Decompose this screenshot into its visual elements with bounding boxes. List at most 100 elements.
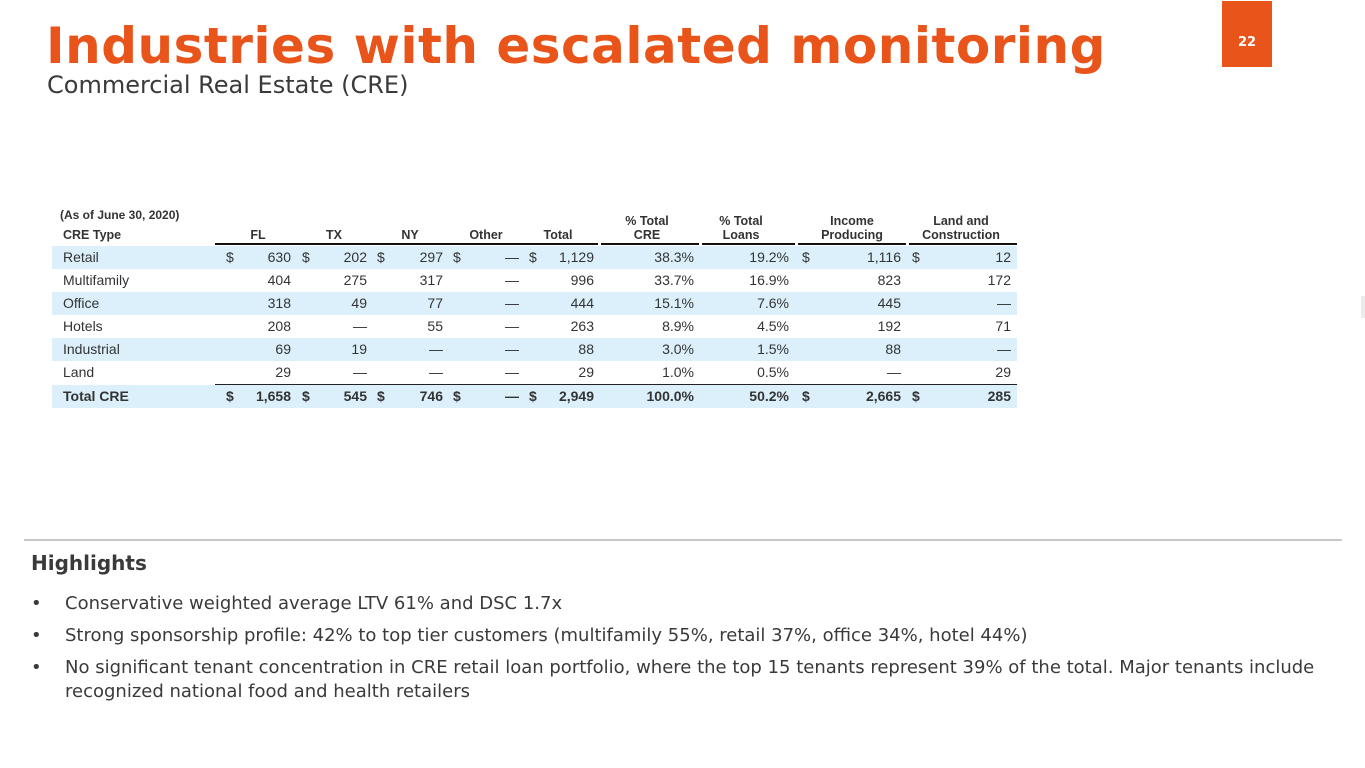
- table-row: Retail $ 630 $ 202 $ 297 $ — $ 1,129 38.…: [52, 246, 1017, 269]
- cell-total: 444: [570, 295, 594, 311]
- header-pct-loans-line1: % Total: [719, 214, 763, 228]
- cell-other: —: [505, 318, 519, 334]
- cell-other: —: [505, 295, 519, 311]
- cell-total: 996: [570, 272, 594, 288]
- header-rule-income: [798, 243, 906, 245]
- cell-pct-loans: 0.5%: [757, 364, 789, 380]
- cell-type: Retail: [63, 249, 99, 265]
- cell-ny: 55: [427, 318, 443, 334]
- cell-pct-cre: 1.0%: [662, 364, 694, 380]
- cell-tx: —: [353, 364, 367, 380]
- bullet-icon: •: [31, 625, 42, 646]
- cell-total: 2,949: [558, 388, 594, 404]
- cell-income: 88: [885, 341, 901, 357]
- cell-pct-cre: 100.0%: [646, 388, 694, 404]
- table-row: Industrial 69 19 — — 88 3.0% 1.5% 88 —: [52, 338, 1017, 361]
- cell-tx: 202: [343, 249, 367, 265]
- header-land-line2: Construction: [922, 228, 1000, 242]
- cell-pct-cre: 3.0%: [662, 341, 694, 357]
- cell-other: —: [505, 364, 519, 380]
- header-fl: FL: [250, 228, 266, 242]
- cell-fl: 318: [267, 295, 291, 311]
- cell-pct-cre: 15.1%: [654, 295, 694, 311]
- header-income-line2: Producing: [821, 228, 883, 242]
- cell-currency: $: [453, 249, 461, 265]
- cell-total: 263: [570, 318, 594, 334]
- cell-currency: $: [529, 249, 537, 265]
- cell-land: 29: [995, 364, 1011, 380]
- cell-pct-loans: 4.5%: [757, 318, 789, 334]
- page-title: Industries with escalated monitoring: [46, 17, 1106, 75]
- table-row: Land 29 — — — 29 1.0% 0.5% — 29: [52, 361, 1017, 384]
- cell-ny: 317: [419, 272, 443, 288]
- cell-pct-loans: 50.2%: [749, 388, 789, 404]
- cell-tx: 545: [343, 388, 367, 404]
- cre-table: (As of June 30, 2020) CRE Type FL TX NY …: [52, 208, 1017, 408]
- total-rule: [215, 384, 1017, 385]
- cell-currency: $: [302, 388, 310, 404]
- cell-fl: 69: [275, 341, 291, 357]
- cell-pct-loans: 1.5%: [757, 341, 789, 357]
- highlight-item: Conservative weighted average LTV 61% an…: [65, 593, 563, 614]
- cell-income: 1,116: [867, 249, 901, 265]
- cell-total: 88: [578, 341, 594, 357]
- header-rule-land: [909, 243, 1017, 245]
- edge-marker: [1361, 296, 1365, 318]
- table-total-row: Total CRE $ 1,658 $ 545 $ 746 $ — $ 2,94…: [52, 385, 1017, 408]
- cell-land: 12: [995, 249, 1011, 265]
- header-rule-pct-cre: [601, 243, 699, 245]
- table-row: Multifamily 404 275 317 — 996 33.7% 16.9…: [52, 269, 1017, 292]
- cell-other: —: [505, 272, 519, 288]
- cell-pct-loans: 16.9%: [749, 272, 789, 288]
- header-pct-cre-line1: % Total: [625, 214, 669, 228]
- as-of-label: (As of June 30, 2020): [60, 208, 180, 222]
- cell-other: —: [505, 388, 519, 404]
- section-divider: [24, 539, 1342, 541]
- header-pct-loans-line2: Loans: [722, 228, 760, 242]
- cell-ny: —: [429, 341, 443, 357]
- cell-currency: $: [377, 388, 385, 404]
- cell-tx: 275: [343, 272, 367, 288]
- header-land-line1: Land and: [933, 214, 989, 228]
- cell-other: —: [505, 341, 519, 357]
- bullet-icon: •: [31, 657, 42, 678]
- cell-tx: 49: [351, 295, 367, 311]
- cell-total: 29: [578, 364, 594, 380]
- cell-fl: 404: [267, 272, 291, 288]
- cell-currency: $: [802, 249, 810, 265]
- cell-tx: 19: [351, 341, 367, 357]
- page-subtitle: Commercial Real Estate (CRE): [47, 71, 409, 99]
- cell-fl: 208: [267, 318, 291, 334]
- cell-currency: $: [226, 249, 234, 265]
- cell-type: Office: [63, 295, 100, 311]
- cell-land: 71: [995, 318, 1011, 334]
- cell-pct-cre: 8.9%: [662, 318, 694, 334]
- cell-income: 823: [877, 272, 901, 288]
- cell-ny: —: [429, 364, 443, 380]
- cell-type: Industrial: [63, 341, 120, 357]
- cell-currency: $: [529, 388, 537, 404]
- header-income-line1: Income: [830, 214, 874, 228]
- cell-fl: 1,658: [255, 388, 291, 404]
- bullet-icon: •: [31, 593, 42, 614]
- cell-fl: 630: [267, 249, 291, 265]
- cell-ny: 297: [419, 249, 443, 265]
- highlight-item: No significant tenant concentration in C…: [65, 657, 1315, 702]
- cell-income: 445: [877, 295, 901, 311]
- cell-pct-cre: 33.7%: [654, 272, 694, 288]
- cell-currency: $: [226, 388, 234, 404]
- cell-land: —: [997, 341, 1011, 357]
- cell-fl: 29: [275, 364, 291, 380]
- cell-other: —: [505, 249, 519, 265]
- cell-ny: 77: [427, 295, 443, 311]
- cell-pct-loans: 19.2%: [749, 249, 789, 265]
- page-number-badge: 22: [1222, 1, 1272, 67]
- cell-type: Land: [63, 364, 95, 380]
- header-ny: NY: [401, 228, 419, 242]
- cell-pct-loans: 7.6%: [757, 295, 789, 311]
- cell-type: Hotels: [63, 318, 103, 334]
- cell-currency: $: [377, 249, 385, 265]
- table-row: Hotels 208 — 55 — 263 8.9% 4.5% 192 71: [52, 315, 1017, 338]
- cell-income: 192: [877, 318, 901, 334]
- cell-land: —: [997, 295, 1011, 311]
